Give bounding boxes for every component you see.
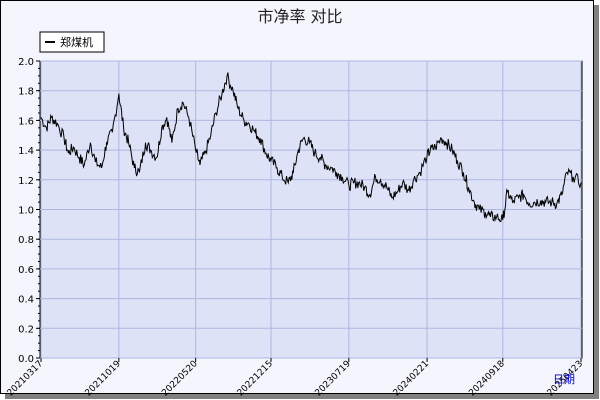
grid (40, 60, 582, 359)
y-tick-label: 1.2 (18, 176, 34, 187)
y-tick-label: 0.2 (18, 324, 34, 335)
x-axis-title: 日期 (553, 373, 575, 386)
series-layer (40, 72, 582, 223)
series-line-zhengmeiji (40, 72, 582, 223)
x-tick-label: 20211019 (84, 359, 124, 399)
x-tick-label: 20221215 (236, 359, 275, 398)
x-tick-label: 20220520 (160, 359, 200, 399)
y-tick-label: 1.6 (18, 116, 34, 127)
y-tick-label: 1.4 (18, 146, 34, 157)
y-tick-label: 2.0 (18, 57, 34, 68)
legend-box (39, 31, 105, 53)
y-tick-label: 0.4 (18, 295, 34, 306)
chart-title: 市净率 对比 (257, 7, 342, 26)
y-tick-label: 1.0 (18, 206, 34, 217)
x-tick-label: 20230719 (314, 359, 354, 399)
y-tick-label: 0.0 (18, 354, 34, 365)
y-tick-label: 0.6 (18, 265, 34, 276)
x-tick-label: 20240221 (392, 359, 431, 398)
y-tick-label: 0.8 (18, 235, 34, 246)
x-tick-label: 20240918 (467, 359, 507, 399)
legend-label: 郑煤机 (60, 35, 93, 49)
legend: 郑煤机 (39, 31, 105, 53)
y-tick-label: 1.8 (18, 87, 34, 98)
